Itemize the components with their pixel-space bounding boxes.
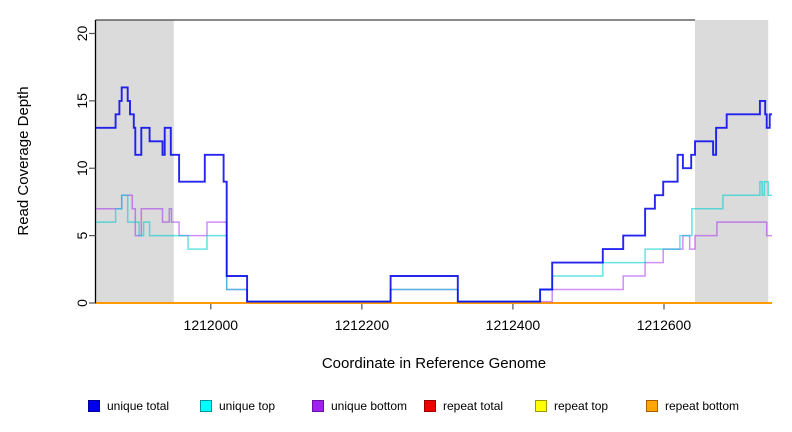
y-axis-title: Read Coverage Depth: [15, 86, 32, 235]
legend-label: repeat top: [554, 399, 609, 413]
shaded-region: [694, 20, 769, 303]
legend-item-repeat-bottom: repeat bottom: [646, 399, 739, 413]
series-line-unique-total: [96, 86, 772, 303]
legend-label: repeat bottom: [665, 399, 740, 413]
y-tick-label: 0: [74, 299, 90, 307]
series-line-unique-top: [96, 180, 772, 303]
legend-label: unique top: [219, 399, 276, 413]
y-tick-label: 5: [74, 232, 90, 240]
x-tick-label: 1212000: [184, 317, 239, 333]
legend-swatch-repeat-top: [535, 400, 547, 412]
legend: unique total unique top unique bottom repea…: [0, 399, 792, 421]
legend-label: repeat total: [443, 399, 504, 413]
legend-label: unique total: [107, 399, 170, 413]
legend-item-unique-top: unique top: [200, 399, 275, 413]
legend-item-repeat-top: repeat top: [535, 399, 608, 413]
legend-item-unique-bottom: unique bottom: [312, 399, 407, 413]
shaded-region: [96, 20, 174, 303]
x-tick-label: 1212200: [335, 317, 390, 333]
legend-item-repeat-total: repeat total: [424, 399, 503, 413]
legend-label: unique bottom: [331, 399, 408, 413]
legend-swatch-repeat-total: [424, 400, 436, 412]
y-tick-label: 20: [74, 25, 90, 41]
x-tick-label: 1212600: [637, 317, 692, 333]
legend-item-unique-total: unique total: [88, 399, 169, 413]
legend-swatch-repeat-bottom: [646, 400, 658, 412]
legend-swatch-unique-total: [88, 400, 100, 412]
x-tick-label: 1212400: [486, 317, 541, 333]
x-axis-title: Coordinate in Reference Genome: [322, 355, 546, 372]
legend-swatch-unique-bottom: [312, 400, 324, 412]
y-tick-label: 15: [74, 93, 90, 109]
legend-swatch-unique-top: [200, 400, 212, 412]
y-tick-label: 10: [74, 160, 90, 176]
